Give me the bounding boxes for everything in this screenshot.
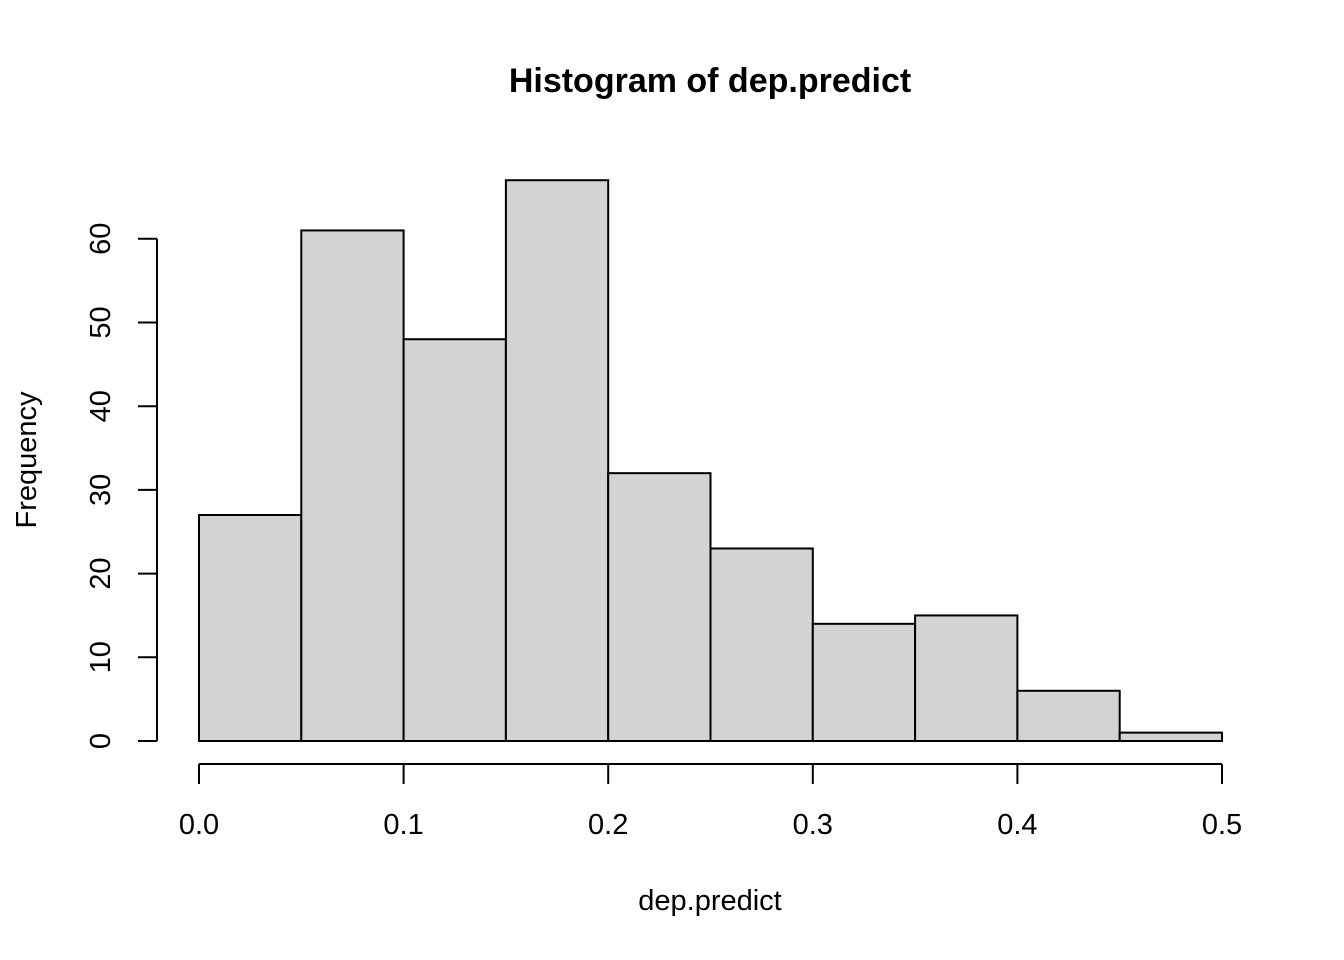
y-axis-label: Frequency: [11, 391, 43, 529]
x-tick-label: 0.4: [997, 809, 1037, 841]
y-tick-label: 60: [85, 223, 117, 255]
x-tick-label: 0.3: [793, 809, 833, 841]
histogram-bar: [1118, 731, 1223, 743]
y-tick-label: 10: [85, 641, 117, 673]
histogram-bar: [709, 547, 814, 742]
y-tick-label: 30: [85, 474, 117, 506]
y-axis: 0 10 20 30 40 50 60: [85, 223, 158, 749]
histogram-bar: [607, 472, 712, 742]
x-tick-label: 0.5: [1202, 809, 1242, 841]
x-axis-label: dep.predict: [638, 885, 782, 917]
bars-group: [198, 179, 1223, 743]
histogram-bar: [811, 622, 917, 743]
histogram-bar: [914, 614, 1019, 743]
x-tick-label: 0.1: [383, 809, 423, 841]
histogram-bar: [300, 229, 405, 742]
histogram-bar: [1016, 689, 1121, 743]
histogram-bar: [198, 514, 303, 743]
chart-title: Histogram of dep.predict: [509, 62, 911, 100]
y-tick-label: 40: [85, 390, 117, 422]
histogram-bar: [402, 338, 507, 742]
y-tick-label: 20: [85, 557, 117, 589]
x-axis: 0.0 0.1 0.2 0.3 0.4 0.5: [179, 763, 1242, 841]
x-tick-label: 0.2: [588, 809, 628, 841]
y-tick-label: 0: [85, 733, 117, 749]
y-tick-label: 50: [85, 306, 117, 338]
x-tick-label: 0.0: [179, 809, 219, 841]
histogram-bar: [504, 179, 610, 742]
